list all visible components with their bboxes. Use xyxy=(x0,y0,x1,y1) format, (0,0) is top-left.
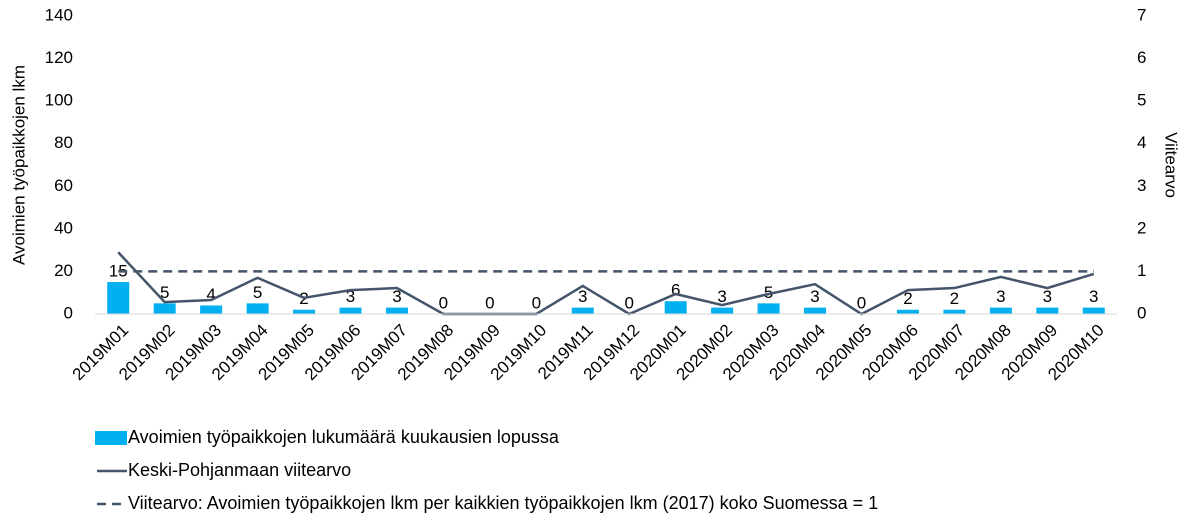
bar xyxy=(1082,307,1105,314)
data-label: 3 xyxy=(392,287,401,306)
y-tick-label: 140 xyxy=(45,5,73,24)
y2-tick-label: 4 xyxy=(1137,133,1146,152)
data-label: 6 xyxy=(671,281,680,300)
legend-label: Viitearvo: Avoimien työpaikkojen lkm per… xyxy=(128,493,878,513)
bar xyxy=(246,303,269,314)
y2-tick-label: 7 xyxy=(1137,5,1146,24)
data-label: 0 xyxy=(532,293,541,312)
y-axis-label: Avoimien työpaikkojen lkm xyxy=(9,65,28,265)
data-label: 5 xyxy=(253,283,262,302)
bar xyxy=(664,301,687,314)
bar xyxy=(757,303,780,314)
y-tick-label: 20 xyxy=(54,261,73,280)
y-tick-label: 80 xyxy=(54,133,73,152)
bar xyxy=(804,307,827,314)
data-label: 0 xyxy=(485,293,494,312)
bar xyxy=(896,309,919,314)
y2-axis-label: Viitearvo xyxy=(1162,132,1181,198)
y-tick-label: 0 xyxy=(64,303,73,322)
data-label: 3 xyxy=(1043,287,1052,306)
bar xyxy=(200,305,223,314)
bar xyxy=(1036,307,1059,314)
legend-label: Avoimien työpaikkojen lukumäärä kuukausi… xyxy=(128,427,560,447)
bar xyxy=(385,307,408,314)
bar xyxy=(339,307,362,314)
data-label: 3 xyxy=(810,287,819,306)
data-label: 0 xyxy=(439,293,448,312)
data-label: 3 xyxy=(1089,287,1098,306)
data-label: 3 xyxy=(717,287,726,306)
y2-tick-label: 6 xyxy=(1137,48,1146,67)
legend-swatch xyxy=(95,431,127,445)
y2-tick-label: 2 xyxy=(1137,218,1146,237)
data-label: 5 xyxy=(764,283,773,302)
data-label: 3 xyxy=(346,287,355,306)
data-label: 4 xyxy=(206,285,215,304)
data-label: 0 xyxy=(624,293,633,312)
bar xyxy=(571,307,594,314)
bar xyxy=(107,282,130,314)
data-label: 2 xyxy=(950,289,959,308)
data-label: 2 xyxy=(903,289,912,308)
y-tick-label: 100 xyxy=(45,91,73,110)
bar xyxy=(293,309,316,314)
y2-tick-label: 1 xyxy=(1137,261,1146,280)
line xyxy=(117,251,1095,316)
y2-tick-label: 0 xyxy=(1137,303,1146,322)
bar xyxy=(711,307,734,314)
data-label: 0 xyxy=(857,293,866,312)
bar xyxy=(153,303,176,314)
y-tick-label: 40 xyxy=(54,218,73,237)
bar xyxy=(943,309,966,314)
bar xyxy=(989,307,1012,314)
y2-tick-label: 5 xyxy=(1137,91,1146,110)
data-label: 5 xyxy=(160,283,169,302)
y-tick-label: 60 xyxy=(54,176,73,195)
legend-label: Keski-Pohjanmaan viitearvo xyxy=(128,460,351,480)
data-label: 3 xyxy=(996,287,1005,306)
y-tick-label: 120 xyxy=(45,48,73,67)
y2-tick-label: 3 xyxy=(1137,176,1146,195)
data-label: 3 xyxy=(578,287,587,306)
